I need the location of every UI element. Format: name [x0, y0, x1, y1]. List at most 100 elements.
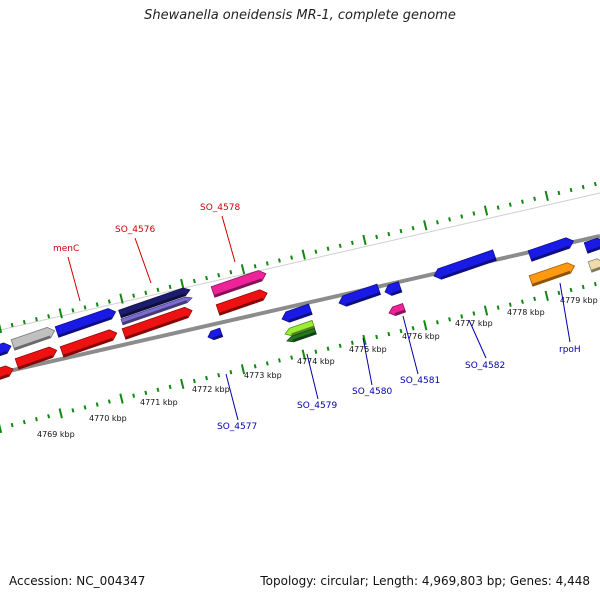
gene-arrow[interactable]: [527, 236, 575, 262]
upper-tick: [229, 270, 233, 275]
upper-tick: [107, 299, 111, 304]
upper-tick: [22, 319, 26, 325]
gene-arrow[interactable]: [587, 257, 600, 273]
gene-arrow[interactable]: [118, 286, 192, 319]
upper-tick: [375, 234, 379, 240]
upper-tick: [278, 258, 281, 263]
upper-tick: [217, 272, 221, 278]
lower-tick: [58, 408, 63, 419]
lower-tick: [375, 334, 379, 340]
gene-arrow[interactable]: [10, 325, 56, 351]
upper-tick: [314, 249, 318, 254]
upper-tick: [387, 231, 391, 237]
lower-tick: [156, 387, 160, 393]
gene-label[interactable]: SO_4581: [400, 376, 440, 386]
upper-tick: [326, 246, 330, 251]
lower-tick: [278, 358, 281, 363]
gene-label[interactable]: SO_4577: [217, 422, 257, 432]
gene-arrow[interactable]: [432, 249, 497, 281]
gene-label[interactable]: SO_4578: [200, 203, 240, 213]
kbp-label: 4776 kbp: [402, 332, 440, 341]
lower-tick: [569, 287, 573, 293]
lower-tick: [533, 296, 537, 301]
lower-tick: [472, 311, 476, 316]
lower-tick: [83, 405, 87, 410]
backbone-inner: [0, 192, 600, 331]
kbp-label: 4773 kbp: [244, 371, 282, 380]
label-leader-line: [221, 215, 236, 263]
gene-label[interactable]: SO_4579: [297, 401, 337, 411]
lower-tick: [47, 414, 51, 419]
label-leader-line: [67, 256, 81, 302]
lower-tick: [10, 422, 14, 428]
lower-tick: [217, 372, 221, 378]
upper-tick: [10, 322, 14, 328]
lower-tick: [0, 423, 3, 434]
upper-tick: [496, 205, 500, 210]
lower-tick: [229, 370, 233, 375]
gene-arrow[interactable]: [388, 303, 407, 318]
gene-arrow[interactable]: [528, 261, 576, 287]
lower-tick: [557, 290, 561, 296]
lower-tick: [240, 364, 246, 375]
upper-tick: [521, 199, 524, 204]
gene-label[interactable]: menC: [53, 244, 79, 254]
lower-tick: [411, 325, 415, 331]
kbp-label: 4770 kbp: [89, 414, 127, 423]
lower-tick: [119, 393, 124, 404]
gene-arrow[interactable]: [383, 281, 403, 298]
label-leader-line: [402, 315, 419, 375]
lower-tick: [387, 331, 391, 337]
label-leader-line: [362, 337, 373, 386]
gene-arrow[interactable]: [120, 295, 193, 326]
lower-tick: [326, 346, 330, 351]
lower-tick: [508, 302, 512, 307]
gene-label[interactable]: SO_4582: [465, 361, 505, 371]
upper-tick: [301, 249, 306, 260]
gene-arrow[interactable]: [59, 328, 118, 358]
gene-arrow[interactable]: [210, 269, 268, 298]
lower-tick: [71, 408, 75, 413]
gene-label[interactable]: rpoH: [559, 345, 581, 355]
kbp-label: 4775 kbp: [349, 345, 387, 354]
upper-tick: [362, 234, 367, 246]
gene-arrow[interactable]: [215, 288, 269, 316]
upper-tick: [435, 220, 439, 225]
gene-label[interactable]: SO_4576: [115, 225, 155, 235]
gene-arrow[interactable]: [286, 327, 317, 343]
upper-tick: [83, 305, 87, 310]
gene-arrow[interactable]: [0, 341, 13, 358]
lower-tick: [435, 320, 439, 325]
lower-tick: [35, 417, 38, 422]
upper-tick: [253, 264, 257, 269]
upper-tick: [448, 217, 452, 222]
kbp-label: 4771 kbp: [140, 398, 178, 407]
upper-tick: [47, 314, 51, 319]
upper-tick: [411, 225, 415, 231]
upper-tick: [119, 293, 124, 304]
lower-tick: [399, 328, 403, 334]
gene-arrow[interactable]: [54, 307, 117, 338]
gene-arrow[interactable]: [337, 283, 382, 308]
upper-tick: [240, 264, 246, 275]
gene-arrow[interactable]: [14, 345, 58, 370]
upper-tick: [192, 278, 196, 284]
gene-arrow[interactable]: [0, 364, 15, 381]
upper-tick: [180, 278, 185, 290]
gene-arrow[interactable]: [280, 303, 313, 324]
label-leader-line: [559, 282, 571, 343]
gene-arrow[interactable]: [121, 305, 194, 340]
lower-tick: [423, 320, 428, 331]
gene-label[interactable]: SO_4580: [352, 387, 392, 397]
upper-tick: [265, 261, 269, 266]
gene-arrow[interactable]: [207, 327, 224, 341]
upper-tick: [533, 196, 537, 201]
upper-tick: [472, 211, 476, 216]
lower-tick: [448, 317, 452, 322]
lower-tick: [314, 349, 318, 354]
lower-tick: [180, 378, 185, 390]
label-leader-line: [468, 319, 487, 359]
upper-tick: [557, 190, 561, 196]
lower-tick: [168, 384, 172, 390]
